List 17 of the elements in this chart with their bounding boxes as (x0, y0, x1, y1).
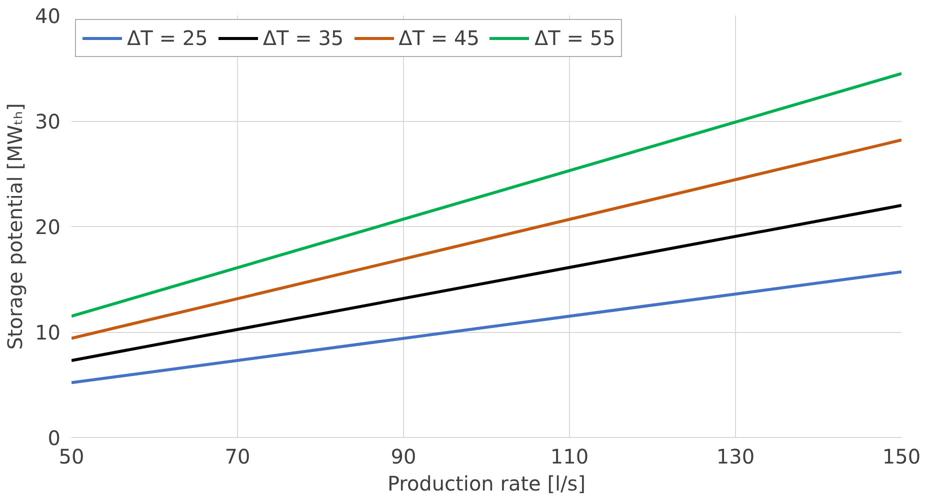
y-tick-label: 30 (35, 110, 61, 134)
legend-label: ΔT = 55 (534, 26, 616, 50)
x-tick-label: 70 (224, 444, 250, 468)
x-tick-label: 130 (716, 444, 755, 468)
y-tick-label: 0 (48, 426, 61, 450)
x-tick-label: 110 (550, 444, 589, 468)
x-tick-label: 150 (882, 444, 921, 468)
legend-label: ΔT = 25 (127, 26, 208, 50)
y-axis-title: Storage potential [MWₜₕ] (3, 103, 28, 350)
x-tick-label: 50 (58, 444, 84, 468)
y-tick-label: 10 (35, 320, 61, 344)
legend-label: ΔT = 45 (398, 26, 480, 50)
x-tick-label: 90 (390, 444, 416, 468)
x-axis-title: Production rate [l/s] (387, 472, 586, 496)
y-tick-label: 40 (35, 4, 61, 28)
y-tick-label: 20 (35, 215, 61, 239)
legend-label: ΔT = 35 (262, 26, 344, 50)
